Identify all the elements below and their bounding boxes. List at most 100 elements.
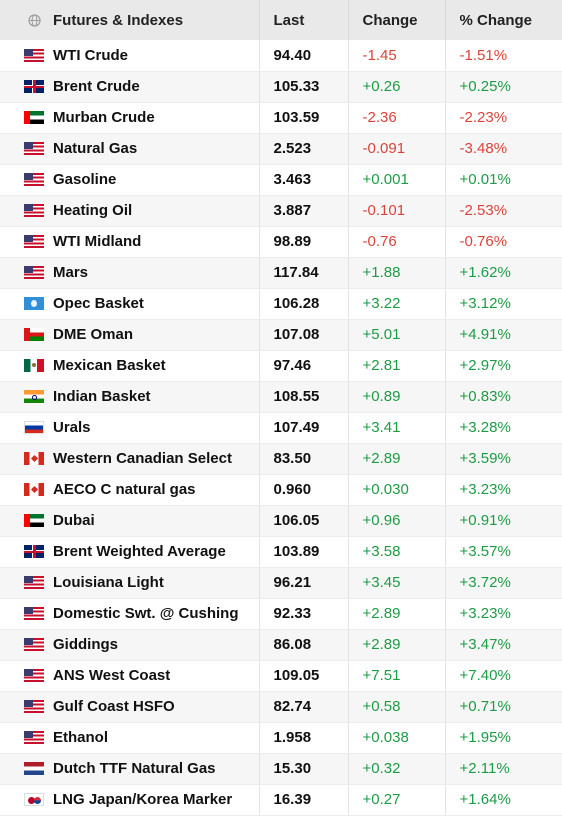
instrument-name-cell[interactable]: Murban Crude [0,102,260,134]
table-row[interactable]: Heating Oil 3.887 -0.101 -2.53% [0,195,562,227]
instrument-name[interactable]: Heating Oil [53,202,133,219]
table-row[interactable]: AECO C natural gas 0.960 +0.030 +3.23% [0,474,562,506]
instrument-name-cell[interactable]: Dubai [0,505,260,537]
table-row[interactable]: WTI Crude 94.40 -1.45 -1.51% [0,40,562,72]
instrument-name-cell[interactable]: Mexican Basket [0,350,260,382]
instrument-name-cell[interactable]: Indian Basket [0,381,260,413]
uk-flag-icon [24,80,44,93]
change-cell: +0.58 [348,691,446,723]
instrument-name-cell[interactable]: Opec Basket [0,288,260,320]
instrument-name[interactable]: ANS West Coast [53,667,171,684]
pct-change-cell: +2.97% [445,350,562,382]
column-header-pct-change[interactable]: % Change [445,0,562,40]
table-row[interactable]: Indian Basket 108.55 +0.89 +0.83% [0,381,562,413]
instrument-name-cell[interactable]: Ethanol [0,722,260,754]
instrument-name-cell[interactable]: Natural Gas [0,133,260,165]
instrument-name[interactable]: Opec Basket [53,295,144,312]
table-row[interactable]: WTI Midland 98.89 -0.76 -0.76% [0,226,562,258]
table-row[interactable]: Mars 117.84 +1.88 +1.62% [0,257,562,289]
instrument-name[interactable]: DME Oman [53,326,134,343]
pct-change-cell: +1.95% [445,722,562,754]
us-flag-icon [24,48,44,62]
change-cell: +3.58 [348,536,446,568]
column-header-change[interactable]: Change [348,0,446,40]
change-cell: +0.030 [348,474,446,506]
instrument-name[interactable]: Ethanol [53,729,108,746]
uae-flag-icon [24,111,44,124]
last-price-cell: 108.55 [259,381,349,413]
last-price-cell: 117.84 [259,257,349,289]
instrument-name-cell[interactable]: Domestic Swt. @ Cushing [0,598,260,630]
table-row[interactable]: Giddings 86.08 +2.89 +3.47% [0,629,562,661]
instrument-name-cell[interactable]: Heating Oil [0,195,260,227]
instrument-name-cell[interactable]: Giddings [0,629,260,661]
instrument-name-cell[interactable]: Louisiana Light [0,567,260,599]
table-row[interactable]: Dubai 106.05 +0.96 +0.91% [0,505,562,537]
table-row[interactable]: Domestic Swt. @ Cushing 92.33 +2.89 +3.23% [0,598,562,630]
instrument-name-cell[interactable]: DME Oman [0,319,260,351]
pct-change-cell: -1.51% [445,40,562,72]
instrument-name[interactable]: AECO C natural gas [53,481,196,498]
table-row[interactable]: Dutch TTF Natural Gas 15.30 +0.32 +2.11% [0,753,562,785]
table-row[interactable]: Louisiana Light 96.21 +3.45 +3.72% [0,567,562,599]
instrument-name[interactable]: Mexican Basket [53,357,166,374]
table-row[interactable]: Ethanol 1.958 +0.038 +1.95% [0,722,562,754]
instrument-name[interactable]: Urals [53,419,91,436]
instrument-name-cell[interactable]: Gasoline [0,164,260,196]
table-row[interactable]: Urals 107.49 +3.41 +3.28% [0,412,562,444]
instrument-name-cell[interactable]: Urals [0,412,260,444]
column-header-name[interactable]: Futures & Indexes [0,0,260,40]
instrument-name[interactable]: WTI Crude [53,46,128,64]
instrument-name[interactable]: Dutch TTF Natural Gas [53,760,216,777]
instrument-name[interactable]: WTI Midland [53,233,142,250]
instrument-name[interactable]: Dubai [53,512,95,529]
instrument-name-cell[interactable]: Western Canadian Select [0,443,260,475]
instrument-name[interactable]: Mars [53,264,89,281]
pct-change-cell: +0.71% [445,691,562,723]
instrument-name[interactable]: Murban Crude [53,109,155,126]
column-header-last[interactable]: Last [259,0,349,40]
instrument-name-cell[interactable]: WTI Crude [0,40,260,72]
instrument-name[interactable]: Domestic Swt. @ Cushing [53,605,239,622]
table-row[interactable]: Brent Weighted Average 103.89 +3.58 +3.57% [0,536,562,568]
table-row[interactable]: Mexican Basket 97.46 +2.81 +2.97% [0,350,562,382]
instrument-name[interactable]: Brent Weighted Average [53,543,226,560]
instrument-name-cell[interactable]: LNG Japan/Korea Marker [0,784,260,816]
instrument-name[interactable]: Indian Basket [53,388,151,405]
table-row[interactable]: ANS West Coast 109.05 +7.51 +7.40% [0,660,562,692]
pct-change-cell: +1.62% [445,257,562,289]
table-body: WTI Crude 94.40 -1.45 -1.51% Brent Crude 105.… [0,40,562,816]
instrument-name-cell[interactable]: AECO C natural gas [0,474,260,506]
table-row[interactable]: Natural Gas 2.523 -0.091 -3.48% [0,133,562,165]
instrument-name-cell[interactable]: WTI Midland [0,226,260,258]
instrument-name[interactable]: Giddings [53,636,118,653]
instrument-name[interactable]: Brent Crude [53,78,140,95]
instrument-name[interactable]: Louisiana Light [53,574,164,591]
table-row[interactable]: DME Oman 107.08 +5.01 +4.91% [0,319,562,351]
instrument-name-cell[interactable]: Dutch TTF Natural Gas [0,753,260,785]
instrument-name-cell[interactable]: Mars [0,257,260,289]
change-cell: +2.89 [348,443,446,475]
last-price-cell: 98.89 [259,226,349,258]
instrument-name[interactable]: LNG Japan/Korea Marker [53,791,233,808]
table-row[interactable]: Murban Crude 103.59 -2.36 -2.23% [0,102,562,134]
table-row[interactable]: Gulf Coast HSFO 82.74 +0.58 +0.71% [0,691,562,723]
table-row[interactable]: Brent Crude 105.33 +0.26 +0.25% [0,71,562,103]
instrument-name-cell[interactable]: Brent Weighted Average [0,536,260,568]
netherlands-flag-icon [24,762,44,775]
instrument-name[interactable]: Gulf Coast HSFO [53,698,175,715]
table-row[interactable]: Western Canadian Select 83.50 +2.89 +3.59% [0,443,562,475]
instrument-name[interactable]: Gasoline [53,171,117,188]
instrument-name-cell[interactable]: Gulf Coast HSFO [0,691,260,723]
last-price-cell: 83.50 [259,443,349,475]
change-cell: -2.36 [348,102,446,134]
instrument-name-cell[interactable]: Brent Crude [0,71,260,103]
last-price-cell: 96.21 [259,567,349,599]
instrument-name-cell[interactable]: ANS West Coast [0,660,260,692]
table-row[interactable]: LNG Japan/Korea Marker 16.39 +0.27 +1.64% [0,784,562,816]
table-row[interactable]: Opec Basket 106.28 +3.22 +3.12% [0,288,562,320]
table-row[interactable]: Gasoline 3.463 +0.001 +0.01% [0,164,562,196]
change-cell: +7.51 [348,660,446,692]
instrument-name[interactable]: Western Canadian Select [53,450,232,467]
instrument-name[interactable]: Natural Gas [53,140,138,157]
